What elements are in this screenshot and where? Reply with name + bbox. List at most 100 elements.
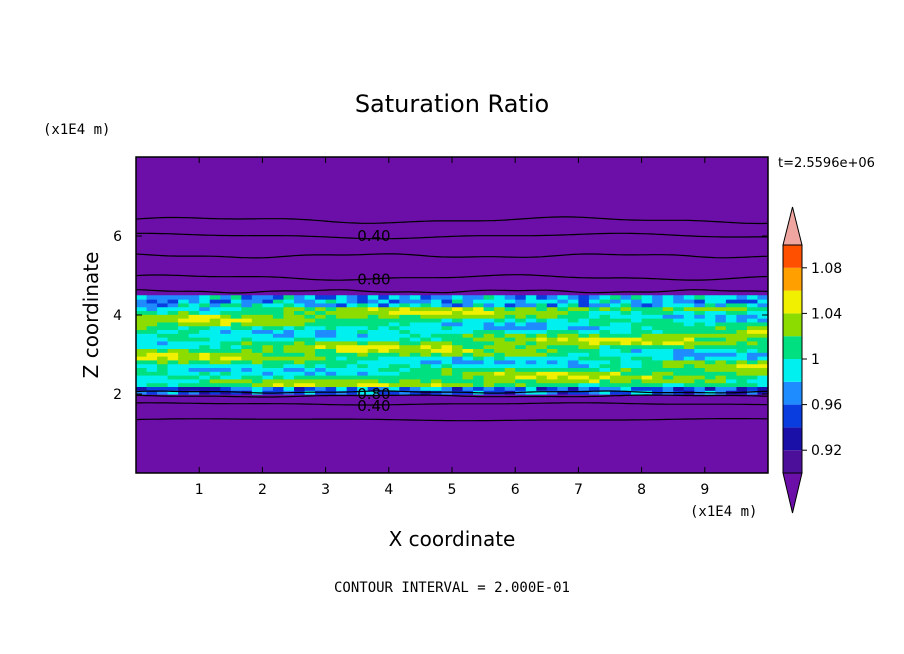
field-cell: [673, 329, 685, 334]
field-cell: [241, 386, 253, 391]
field-cell: [462, 359, 474, 365]
field-cell: [567, 329, 579, 334]
field-cell: [199, 337, 211, 342]
field-cell: [388, 318, 400, 323]
field-cell: [546, 352, 558, 357]
field-cell: [473, 375, 485, 380]
field-cell: [294, 295, 306, 300]
field-cell: [178, 295, 190, 300]
field-cell: [409, 329, 421, 334]
field-cell: [357, 382, 369, 388]
field-cell: [452, 340, 464, 346]
field-cell: [536, 318, 548, 323]
field-cell: [199, 390, 211, 395]
field-cell: [736, 375, 748, 380]
field-cell: [746, 302, 759, 308]
field-cell: [473, 386, 485, 391]
field-cell: [736, 371, 748, 376]
field-cell: [525, 352, 537, 357]
field-cell: [610, 382, 622, 388]
field-cell: [715, 318, 727, 323]
field-cell: [483, 363, 495, 369]
field-cell: [399, 329, 411, 334]
field-cell: [546, 382, 558, 388]
field-cell: [346, 390, 358, 395]
field-cell: [367, 375, 379, 380]
field-cell: [525, 318, 537, 323]
field-cell: [525, 344, 537, 350]
field-cell: [294, 314, 306, 319]
field-cell: [483, 340, 495, 346]
field-cell: [294, 302, 306, 308]
field-cell: [325, 329, 337, 334]
field-cell: [704, 329, 716, 334]
field-cell: [715, 310, 727, 315]
field-cell: [588, 299, 601, 304]
field-cell: [673, 310, 685, 315]
field-cell: [378, 382, 390, 388]
field-cell: [599, 340, 611, 346]
field-cell: [378, 318, 390, 323]
field-cell: [146, 306, 158, 312]
field-cell: [136, 367, 148, 372]
field-cell: [409, 310, 421, 315]
field-cell: [610, 344, 622, 350]
field-cell: [262, 390, 274, 395]
field-cell: [325, 363, 337, 369]
field-cell: [251, 348, 263, 353]
field-cell: [199, 356, 211, 361]
field-cell: [704, 356, 716, 361]
field-cell: [294, 337, 306, 342]
field-cell: [325, 299, 337, 304]
field-cell: [652, 318, 664, 323]
field-cell: [325, 375, 337, 380]
field-cell: [167, 340, 179, 346]
field-cell: [588, 329, 601, 334]
field-cell: [515, 325, 527, 331]
field-cell: [483, 299, 495, 304]
field-cell: [652, 333, 664, 338]
field-cell: [631, 352, 643, 357]
field-cell: [294, 352, 306, 357]
field-cell: [357, 321, 369, 327]
field-cell: [430, 359, 443, 365]
field-cell: [546, 344, 558, 350]
field-cell: [346, 299, 358, 304]
field-cell: [610, 359, 622, 365]
field-cell: [588, 371, 601, 376]
field-cell: [515, 359, 527, 365]
field-cell: [652, 344, 664, 350]
field-cell: [504, 344, 516, 350]
field-cell: [367, 367, 379, 372]
field-cell: [483, 356, 495, 361]
field-cell: [578, 314, 590, 319]
field-cell: [757, 386, 769, 391]
field-cell: [409, 348, 421, 353]
field-cell: [652, 325, 664, 331]
field-cell: [631, 333, 643, 338]
field-cell: [272, 295, 285, 300]
field-cell: [725, 333, 737, 338]
field-cell: [272, 344, 285, 350]
field-cell: [694, 340, 706, 346]
field-cell: [504, 314, 516, 319]
field-cell: [378, 356, 390, 361]
field-cell: [746, 386, 759, 391]
field-cell: [473, 318, 485, 323]
field-cell: [251, 363, 263, 369]
field-cell: [262, 310, 274, 315]
field-cell: [209, 333, 221, 338]
field-cell: [694, 378, 706, 384]
contour-line: [136, 402, 769, 406]
field-cell: [473, 295, 485, 300]
field-cell: [167, 337, 179, 342]
field-cell: [272, 382, 285, 388]
field-cell: [157, 344, 169, 350]
field-cell: [473, 306, 485, 312]
field-cell: [241, 359, 253, 365]
field-cell: [357, 314, 369, 319]
field-cell: [610, 299, 622, 304]
field-cell: [136, 390, 148, 395]
field-cell: [325, 348, 337, 353]
field-cell: [178, 378, 190, 384]
